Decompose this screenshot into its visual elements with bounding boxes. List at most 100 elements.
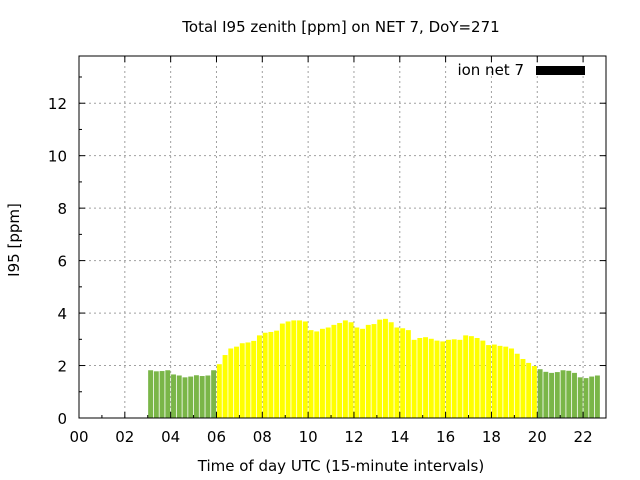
plot-frame <box>78 55 607 419</box>
bar <box>325 327 331 418</box>
grid-lines <box>79 56 606 418</box>
x-tick-label: 22 <box>574 428 593 446</box>
x-tick-label: 10 <box>299 428 318 446</box>
x-tick-label: 00 <box>69 428 88 446</box>
bar <box>566 370 572 418</box>
y-tick-label: 2 <box>57 358 67 376</box>
x-tick-label: 08 <box>253 428 272 446</box>
bar <box>245 342 251 418</box>
x-tick-label: 16 <box>436 428 455 446</box>
y-tick-label: 10 <box>48 148 67 166</box>
y-tick-labels: 0 2 4 6 8 10 12 <box>48 95 67 428</box>
y-axis-label: I95 [ppm] <box>5 203 23 277</box>
bar <box>405 330 411 418</box>
legend: ion net 7 <box>457 61 585 79</box>
y-tick-label: 12 <box>48 95 67 113</box>
bar <box>228 348 234 418</box>
bar <box>382 318 388 418</box>
x-tick-label: 12 <box>344 428 363 446</box>
bar <box>285 321 291 418</box>
bar <box>388 322 394 418</box>
x-tick-label: 18 <box>482 428 501 446</box>
legend-label: ion net 7 <box>457 61 524 79</box>
y-tick-label: 8 <box>57 200 67 218</box>
bar <box>256 335 262 418</box>
bars <box>148 318 600 418</box>
bar <box>302 321 308 418</box>
bar <box>360 328 366 418</box>
bar <box>354 327 360 418</box>
bar <box>428 338 434 418</box>
bar <box>537 369 543 418</box>
bar <box>457 339 463 418</box>
bar <box>440 341 446 418</box>
bar <box>554 372 560 418</box>
tick-marks <box>78 56 606 419</box>
bar <box>411 339 417 418</box>
bar <box>526 362 532 418</box>
bar <box>274 330 280 418</box>
bar <box>577 377 583 418</box>
bar <box>543 371 549 418</box>
bar <box>176 375 182 418</box>
bar <box>319 328 325 418</box>
y-tick-label: 0 <box>57 410 67 428</box>
bar <box>423 337 429 418</box>
bar <box>394 327 400 418</box>
x-tick-label: 04 <box>161 428 180 446</box>
bar <box>474 337 480 418</box>
bar <box>531 366 537 418</box>
bar <box>216 364 222 418</box>
bar <box>268 331 274 418</box>
bar <box>463 335 469 418</box>
x-tick-label: 14 <box>390 428 409 446</box>
bar <box>193 375 199 418</box>
bar <box>480 340 486 418</box>
bar <box>583 378 589 418</box>
bar <box>377 319 383 418</box>
bar <box>342 320 348 418</box>
bar <box>188 376 194 418</box>
x-axis-label: Time of day UTC (15-minute intervals) <box>197 457 484 475</box>
bar <box>234 346 239 418</box>
bar <box>314 331 320 418</box>
bar <box>262 332 268 418</box>
y-tick-label: 4 <box>57 305 67 323</box>
bar <box>297 320 303 418</box>
bar <box>434 340 440 418</box>
bar <box>491 344 497 418</box>
bar <box>371 324 377 418</box>
bar <box>337 323 343 418</box>
bar <box>331 324 337 418</box>
bar <box>417 337 423 418</box>
bar <box>503 346 509 418</box>
bar <box>199 376 205 418</box>
x-tick-label: 20 <box>528 428 547 446</box>
bar <box>520 358 526 418</box>
bar <box>486 345 492 418</box>
bar <box>222 355 228 418</box>
bar <box>446 339 451 418</box>
bar <box>182 377 188 418</box>
bar <box>400 328 406 418</box>
bar <box>171 374 176 418</box>
bar <box>468 336 474 418</box>
bar <box>308 330 314 418</box>
bar <box>348 322 354 418</box>
bar <box>497 345 503 418</box>
bar <box>594 375 600 418</box>
bar <box>239 343 245 418</box>
bar <box>549 372 555 418</box>
bar <box>291 320 297 418</box>
bar <box>514 353 520 418</box>
bar <box>165 370 171 418</box>
bar <box>279 323 285 418</box>
bar <box>211 370 217 418</box>
y-tick-label: 6 <box>57 253 67 271</box>
legend-swatch <box>536 66 585 75</box>
bar <box>560 370 566 418</box>
bar <box>251 340 257 418</box>
bar <box>159 371 165 418</box>
bar <box>572 372 577 418</box>
